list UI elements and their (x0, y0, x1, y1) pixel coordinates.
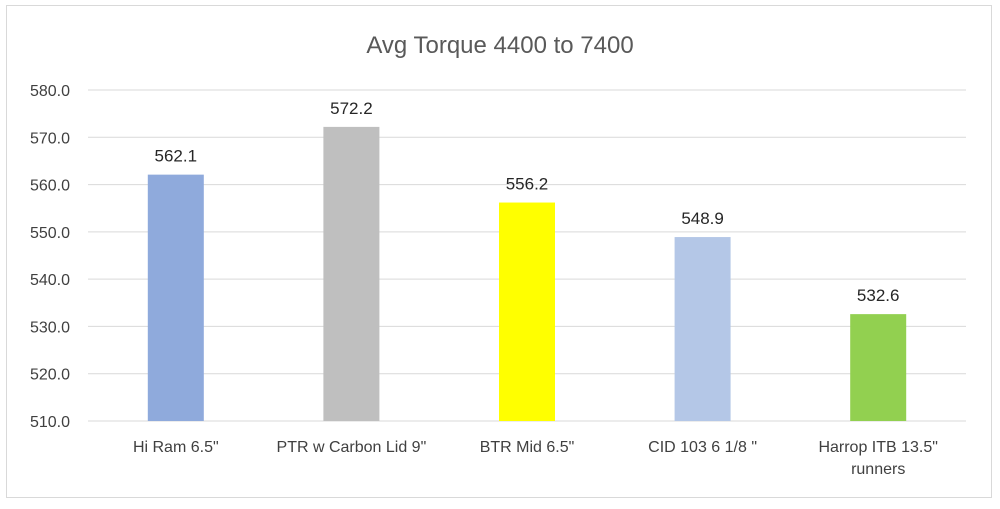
data-label: 572.2 (330, 99, 373, 118)
x-category-label: CID 103 6 1/8 " (648, 439, 757, 456)
bar (499, 202, 555, 421)
bar (147, 174, 204, 421)
y-tick-label: 540.0 (30, 272, 70, 289)
x-axis-categories: Hi Ram 6.5" PTR w Carbon Lid 9" BTR Mid 6.… (133, 439, 938, 478)
data-label: 548.9 (681, 209, 724, 228)
y-axis-ticks: 510.0 520.0 530.0 540.0 550.0 560.0 570.0 580.0 (30, 83, 70, 431)
bar (850, 314, 907, 421)
x-category-label: Hi Ram 6.5" (133, 439, 219, 456)
bars (147, 126, 907, 421)
x-category-label: runners (851, 461, 905, 478)
data-labels: 562.1 572.2 556.2 548.9 532.6 (155, 99, 900, 305)
y-tick-label: 530.0 (30, 319, 70, 336)
x-category-label: Harrop ITB 13.5" (818, 439, 938, 456)
x-category-label: PTR w Carbon Lid 9" (277, 439, 427, 456)
bar (674, 237, 731, 421)
y-tick-label: 560.0 (30, 178, 70, 195)
y-tick-label: 580.0 (30, 83, 70, 100)
data-label: 556.2 (506, 175, 549, 194)
bar (323, 126, 380, 421)
chart-title: Avg Torque 4400 to 7400 (366, 32, 633, 59)
y-tick-label: 520.0 (30, 367, 70, 384)
data-label: 562.1 (155, 147, 198, 166)
data-label: 532.6 (857, 286, 900, 305)
y-tick-label: 510.0 (30, 414, 70, 431)
x-category-label: BTR Mid 6.5" (480, 439, 575, 456)
y-tick-label: 570.0 (30, 130, 70, 147)
y-tick-label: 550.0 (30, 225, 70, 242)
